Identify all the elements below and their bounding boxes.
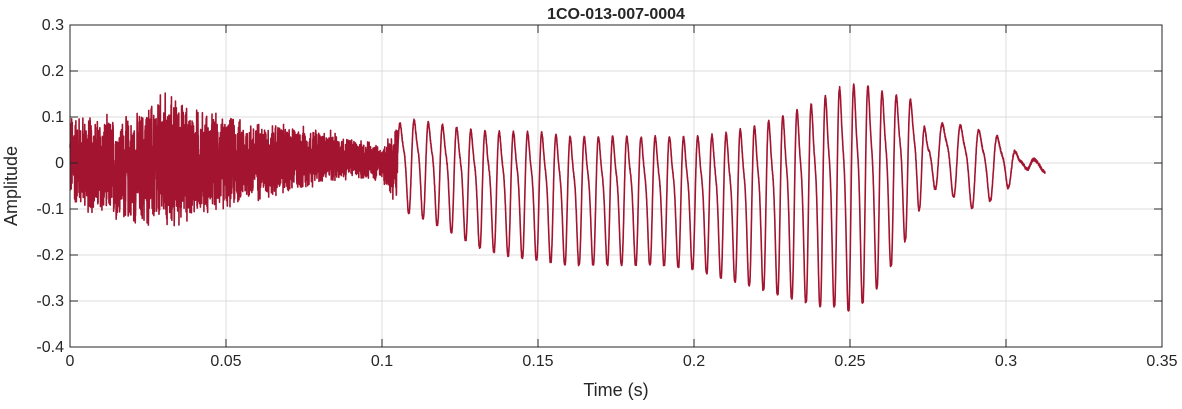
x-tick-label: 0.1 <box>371 353 393 370</box>
y-tick-label: 0 <box>55 155 64 172</box>
waveform-series-line <box>69 83 1046 312</box>
x-tick-label: 0 <box>66 353 75 370</box>
y-tick-label: 0.3 <box>42 17 64 34</box>
y-axis-label: Amplitude <box>1 146 21 226</box>
plot-frame <box>69 24 1163 348</box>
y-tick-label: -0.2 <box>36 247 64 264</box>
x-tick-label: 0.25 <box>834 353 865 370</box>
chart-title: 1CO-013-007-0004 <box>547 6 685 23</box>
ticks <box>69 24 1163 348</box>
x-axis-label: Time (s) <box>583 380 648 400</box>
y-tick-label: 0.2 <box>42 63 64 80</box>
x-tick-label: 0.35 <box>1146 353 1177 370</box>
x-tick-label: 0.05 <box>210 353 241 370</box>
y-tick-label: 0.1 <box>42 109 64 126</box>
series-layer <box>69 83 1046 312</box>
y-tick-label: -0.3 <box>36 293 64 310</box>
x-tick-label: 0.2 <box>683 353 705 370</box>
y-tick-label: -0.1 <box>36 201 64 218</box>
tick-labels: 0 0.05 0.1 0.15 0.2 0.25 0.3 0.35 -0.4 -0.3 -0.2 -0… <box>36 17 1177 370</box>
x-tick-label: 0.15 <box>522 353 553 370</box>
x-tick-label: 0.3 <box>995 353 1017 370</box>
y-tick-label: -0.4 <box>36 339 64 356</box>
